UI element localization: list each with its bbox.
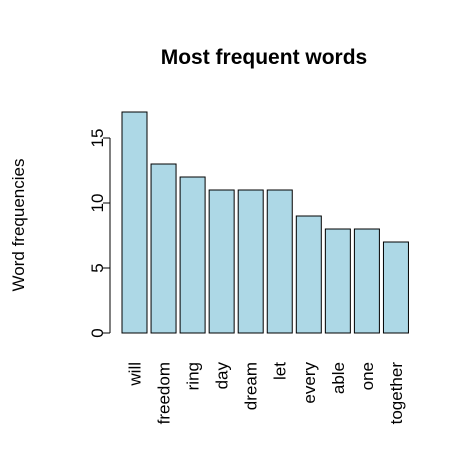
bar xyxy=(353,228,380,334)
x-tick-label: day xyxy=(213,362,232,390)
bar xyxy=(382,241,409,334)
y-tick-label: 5 xyxy=(88,263,107,272)
x-tick-label: every xyxy=(300,362,319,404)
y-tick-label: 10 xyxy=(88,194,107,213)
y-axis-label: Word frequencies xyxy=(9,159,28,292)
bar xyxy=(237,189,264,334)
y-tick-label: 0 xyxy=(88,328,107,337)
x-tick-label: dream xyxy=(242,362,261,410)
bar xyxy=(179,176,206,334)
x-tick-label: will xyxy=(125,362,144,387)
bar xyxy=(266,189,293,334)
x-tick-label: let xyxy=(271,362,290,380)
bar xyxy=(324,228,351,334)
x-tick-label: ring xyxy=(184,362,203,390)
x-tick-label: together xyxy=(387,362,406,425)
x-tick-label: one xyxy=(358,362,377,390)
bar xyxy=(208,189,235,334)
x-tick-label: able xyxy=(329,362,348,394)
bar xyxy=(150,163,177,334)
bar xyxy=(295,215,322,334)
x-tick-label: freedom xyxy=(155,362,174,424)
y-tick-label: 15 xyxy=(88,129,107,148)
chart-title: Most frequent words xyxy=(161,46,368,69)
bar xyxy=(121,111,148,334)
